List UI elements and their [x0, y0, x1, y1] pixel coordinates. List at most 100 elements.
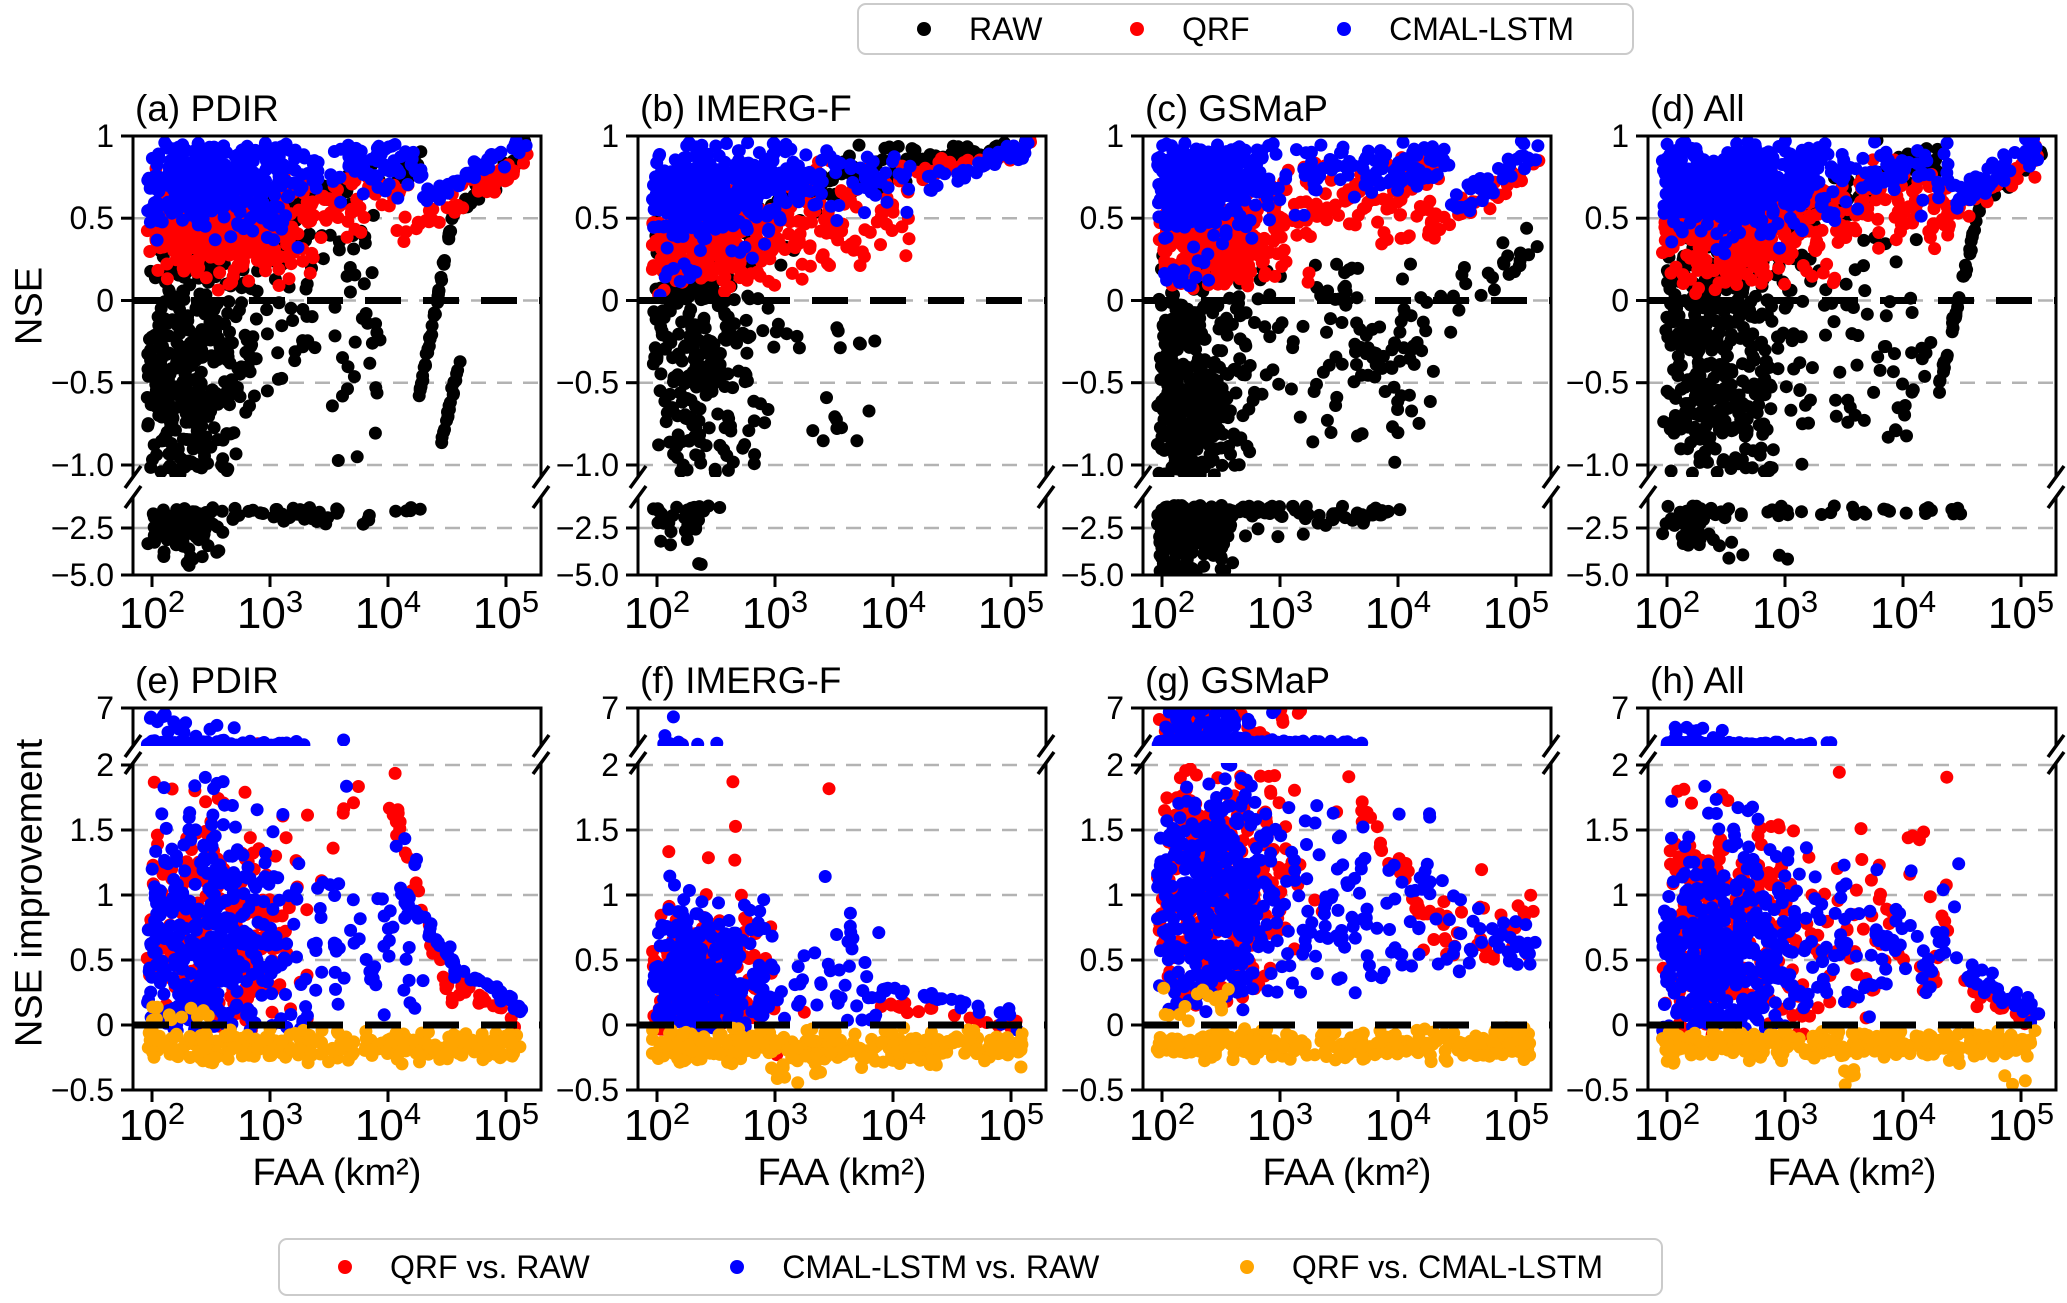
svg-text:−1.0: −1.0 [51, 447, 114, 483]
legend-label-qrf-vs-raw: QRF vs. RAW [390, 1248, 590, 1285]
legend-label-cmal-vs-raw: CMAL-LSTM vs. RAW [782, 1248, 1100, 1285]
svg-text:−1.0: −1.0 [556, 447, 619, 483]
svg-text:0.5: 0.5 [70, 200, 114, 236]
legend-label-cmal-lstm: CMAL-LSTM [1389, 10, 1574, 47]
legend-label-qrf: QRF [1182, 10, 1250, 47]
svg-text:102: 102 [624, 584, 690, 638]
svg-text:0: 0 [601, 283, 619, 319]
svg-text:−0.5: −0.5 [51, 365, 114, 401]
svg-text:−2.5: −2.5 [556, 510, 619, 546]
panel-g-axis-break-marks [1133, 733, 1561, 776]
panel-g-lower-spine [1141, 763, 1553, 1092]
panel-d-axis-break-marks [1638, 464, 2066, 510]
legend-label-qrf-vs-cmal: QRF vs. CMAL-LSTM [1291, 1248, 1603, 1285]
qrf-vs-cmal-marker-icon [1239, 1260, 1254, 1274]
cmal-vs-raw-marker-icon [730, 1260, 745, 1274]
panel-g-upper [1151, 708, 1369, 746]
panel-h-lower-spine [1646, 763, 2058, 1092]
panel-a-lower-spine [131, 497, 543, 577]
panel-e-axis-break-marks [123, 733, 551, 776]
x-axis-label-1: FAA (km²) [252, 1152, 422, 1194]
raw-marker-icon [917, 22, 931, 36]
panel-c-lower [1143, 499, 1551, 575]
panel-a-axis-break-marks [123, 464, 551, 510]
legend-item-qrf-vs-raw: QRF vs. RAW [338, 1249, 590, 1286]
panel-e-lower [133, 763, 541, 1071]
panel-c-upper-spine [1141, 134, 1553, 477]
panel-f-axis-break-marks [628, 733, 1056, 776]
qrf-vs-raw-marker-icon [338, 1260, 352, 1274]
svg-text:−2.5: −2.5 [51, 510, 114, 546]
legend-models: RAW QRF CMAL-LSTM [857, 3, 1634, 55]
panel-h-upper [1660, 720, 1838, 746]
panel-b-lower [638, 499, 1046, 571]
panel-e-lower-spine [131, 763, 543, 1092]
panel-f-lower-spine [636, 763, 1048, 1092]
cmal-lstm-marker-icon [1337, 22, 1352, 36]
legend-item-qrf-vs-cmal: QRF vs. CMAL-LSTM [1239, 1248, 1603, 1286]
legend-improvements: QRF vs. RAW CMAL-LSTM vs. RAW QRF vs. CM… [278, 1238, 1663, 1296]
legend-item-qrf: QRF [1130, 11, 1250, 48]
svg-text:105: 105 [473, 584, 539, 638]
legend-label-raw: RAW [969, 10, 1043, 47]
panel-a-upper [133, 136, 541, 477]
svg-text:0.5: 0.5 [575, 200, 619, 236]
legend-item-raw: RAW [917, 11, 1042, 48]
svg-text:1: 1 [96, 118, 114, 154]
panel-title-h: (h) All [1650, 660, 1745, 701]
svg-text:−5.0: −5.0 [51, 557, 114, 593]
legend-item-cmal-vs-raw: CMAL-LSTM vs. RAW [730, 1249, 1099, 1286]
panel-a-lower [133, 501, 541, 572]
svg-text:104: 104 [860, 584, 926, 638]
panel-title-a: (a) PDIR [135, 88, 279, 129]
panel-d-upper [1648, 136, 2056, 477]
panel-title-d: (d) All [1650, 88, 1745, 129]
qrf-marker-icon [1130, 22, 1144, 36]
panel-title-b: (b) IMERG-F [640, 88, 852, 129]
panel-d-upper-spine [1646, 134, 2058, 477]
svg-text:104: 104 [355, 584, 421, 638]
panel-c-axis-break-marks [1133, 464, 1561, 510]
panel-b-upper-spine [636, 134, 1048, 477]
panel-f-upper [657, 710, 724, 746]
panel-d-lower [1648, 499, 2056, 566]
panel-e-upper [140, 708, 351, 746]
panel-title-e: (e) PDIR [135, 660, 279, 701]
panel-f-lower [638, 763, 1046, 1090]
x-axis-label-3: FAA (km²) [1262, 1152, 1432, 1194]
legend-item-cmal-lstm: CMAL-LSTM [1337, 11, 1574, 48]
x-axis-label-4: FAA (km²) [1767, 1152, 1937, 1194]
svg-text:103: 103 [742, 584, 808, 638]
panel-e-upper-spine [131, 706, 543, 746]
y-axis-label-nse-improvement: NSE improvement [8, 738, 51, 1048]
svg-text:0: 0 [96, 283, 114, 319]
panel-d-lower-spine [1646, 497, 2058, 577]
panel-b-lower-spine [636, 497, 1048, 577]
panel-title-c: (c) GSMaP [1145, 88, 1328, 129]
panel-a-upper-spine [131, 134, 543, 477]
panel-title-f: (f) IMERG-F [640, 660, 842, 701]
panel-h-axis-break-marks [1638, 733, 2066, 776]
panel-title-g: (g) GSMaP [1145, 660, 1331, 701]
panel-g-lower [1143, 763, 1551, 1069]
panel-h-upper-spine [1646, 706, 2058, 746]
panel-h-lower [1648, 763, 2056, 1090]
panel-b-axis-break-marks [628, 464, 1056, 510]
svg-text:−0.5: −0.5 [556, 365, 619, 401]
svg-text:105: 105 [978, 584, 1044, 638]
panel-c-lower-spine [1141, 497, 1553, 577]
svg-text:1: 1 [601, 118, 619, 154]
svg-text:103: 103 [237, 584, 303, 638]
panel-b-upper [638, 136, 1046, 477]
panel-g-upper-spine [1141, 706, 1553, 746]
panel-f-upper-spine [636, 706, 1048, 746]
svg-text:102: 102 [119, 584, 185, 638]
svg-text:−5.0: −5.0 [556, 557, 619, 593]
panel-c-upper [1143, 136, 1551, 477]
x-axis-label-2: FAA (km²) [757, 1152, 927, 1194]
